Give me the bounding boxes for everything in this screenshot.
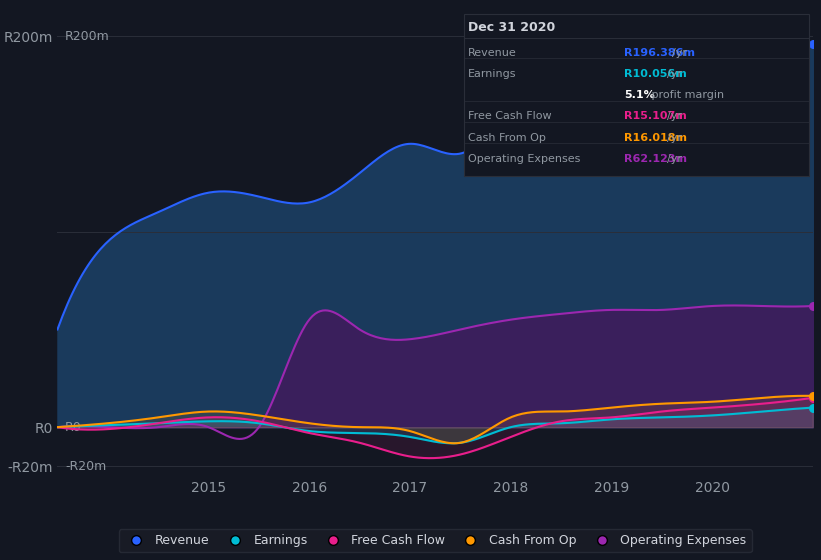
Text: R62.123m: R62.123m	[624, 154, 687, 164]
Text: R16.018m: R16.018m	[624, 133, 687, 143]
Text: R15.107m: R15.107m	[624, 111, 686, 122]
Point	[806, 403, 819, 412]
Text: /yr: /yr	[667, 69, 682, 79]
Text: /yr: /yr	[667, 154, 682, 164]
Legend: Revenue, Earnings, Free Cash Flow, Cash From Op, Operating Expenses: Revenue, Earnings, Free Cash Flow, Cash …	[119, 529, 751, 552]
Text: 5.1%: 5.1%	[624, 90, 654, 100]
Text: Earnings: Earnings	[468, 69, 516, 79]
Text: R0: R0	[65, 421, 82, 433]
Point	[806, 393, 819, 402]
Point	[806, 301, 819, 310]
Text: Dec 31 2020: Dec 31 2020	[468, 21, 555, 34]
Text: Free Cash Flow: Free Cash Flow	[468, 111, 552, 122]
Text: Dec 31 2020: Dec 31 2020	[468, 22, 555, 35]
Point	[806, 40, 819, 49]
Text: -R20m: -R20m	[65, 460, 106, 473]
Point	[806, 391, 819, 400]
Text: /yr: /yr	[667, 133, 682, 143]
Text: R10.056m: R10.056m	[624, 69, 686, 79]
Text: profit margin: profit margin	[648, 90, 724, 100]
Text: /yr: /yr	[667, 111, 682, 122]
Text: Operating Expenses: Operating Expenses	[468, 154, 580, 164]
Text: Cash From Op: Cash From Op	[468, 133, 546, 143]
Text: R200m: R200m	[65, 30, 110, 43]
Text: Revenue: Revenue	[468, 48, 516, 58]
Text: R196.386m: R196.386m	[624, 48, 695, 58]
Text: /yr: /yr	[672, 48, 687, 58]
